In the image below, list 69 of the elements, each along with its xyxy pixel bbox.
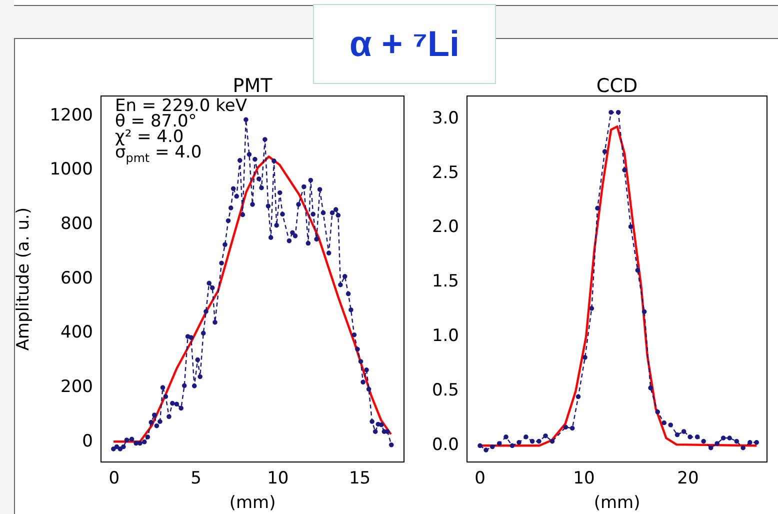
point — [484, 448, 488, 452]
y-tick-label: 1.0 — [432, 326, 459, 346]
x-tick-label: 10 — [267, 468, 289, 489]
point — [655, 409, 660, 414]
point — [662, 420, 666, 426]
point — [550, 438, 555, 444]
point — [734, 438, 740, 444]
x-axis-title: (mm) — [229, 493, 276, 514]
y-tick-label: 2.0 — [432, 217, 459, 238]
x-tick-label: 10 — [573, 468, 595, 489]
point — [563, 424, 568, 430]
point — [740, 445, 746, 450]
x-tick-label: 15 — [348, 468, 371, 489]
point — [727, 436, 732, 440]
x-axis-title: (mm) — [594, 493, 640, 514]
point — [496, 441, 502, 446]
text: α + ⁷Li — [313, 4, 496, 84]
x-tick-label: 0 — [474, 468, 486, 489]
y-tick-label: 200 — [60, 376, 93, 397]
point — [589, 306, 594, 311]
point — [688, 434, 692, 440]
point — [635, 268, 640, 273]
point — [708, 445, 714, 450]
y-tick-label: 1200 — [50, 105, 93, 126]
point — [648, 386, 653, 390]
point — [536, 438, 542, 444]
point — [602, 149, 608, 154]
y-tick-label: 2.5 — [432, 162, 459, 183]
point — [608, 110, 614, 115]
point — [595, 206, 600, 211]
point — [694, 434, 700, 440]
point — [510, 443, 515, 448]
point — [504, 434, 508, 440]
point — [616, 110, 621, 115]
y-tick-label: 3.0 — [432, 108, 459, 128]
point — [570, 426, 575, 431]
point — [754, 440, 759, 445]
point — [720, 436, 726, 440]
y-tick-label: 0.0 — [432, 435, 459, 456]
point — [628, 224, 634, 230]
point — [490, 444, 495, 450]
x-tick-label: 20 — [677, 468, 699, 489]
chart-title: CCD — [596, 75, 638, 97]
x-tick-label: 0 — [108, 468, 120, 489]
y-tick-label: 1000 — [50, 160, 93, 180]
y-tick-label: 1.5 — [432, 272, 459, 292]
point — [668, 422, 674, 428]
point — [642, 309, 647, 314]
point — [543, 433, 548, 438]
y-tick-label: 0 — [82, 431, 93, 452]
point — [530, 438, 535, 444]
point — [674, 432, 680, 438]
point — [622, 168, 627, 172]
y-tick-label: 400 — [60, 322, 93, 343]
y-axis-title: Amplitude (a. u.) — [14, 207, 34, 351]
y-tick-label: 800 — [60, 214, 93, 234]
point — [701, 438, 706, 444]
point — [582, 355, 588, 360]
point — [681, 429, 686, 434]
point — [748, 440, 752, 445]
point — [576, 394, 581, 400]
y-tick-label: 600 — [60, 268, 93, 288]
point — [478, 443, 482, 448]
point — [714, 441, 720, 446]
y-tick-label: 0.5 — [432, 380, 459, 401]
chart-title: PMT — [232, 75, 273, 97]
point — [516, 440, 522, 445]
point — [524, 434, 528, 440]
x-tick-label: 5 — [190, 468, 202, 489]
